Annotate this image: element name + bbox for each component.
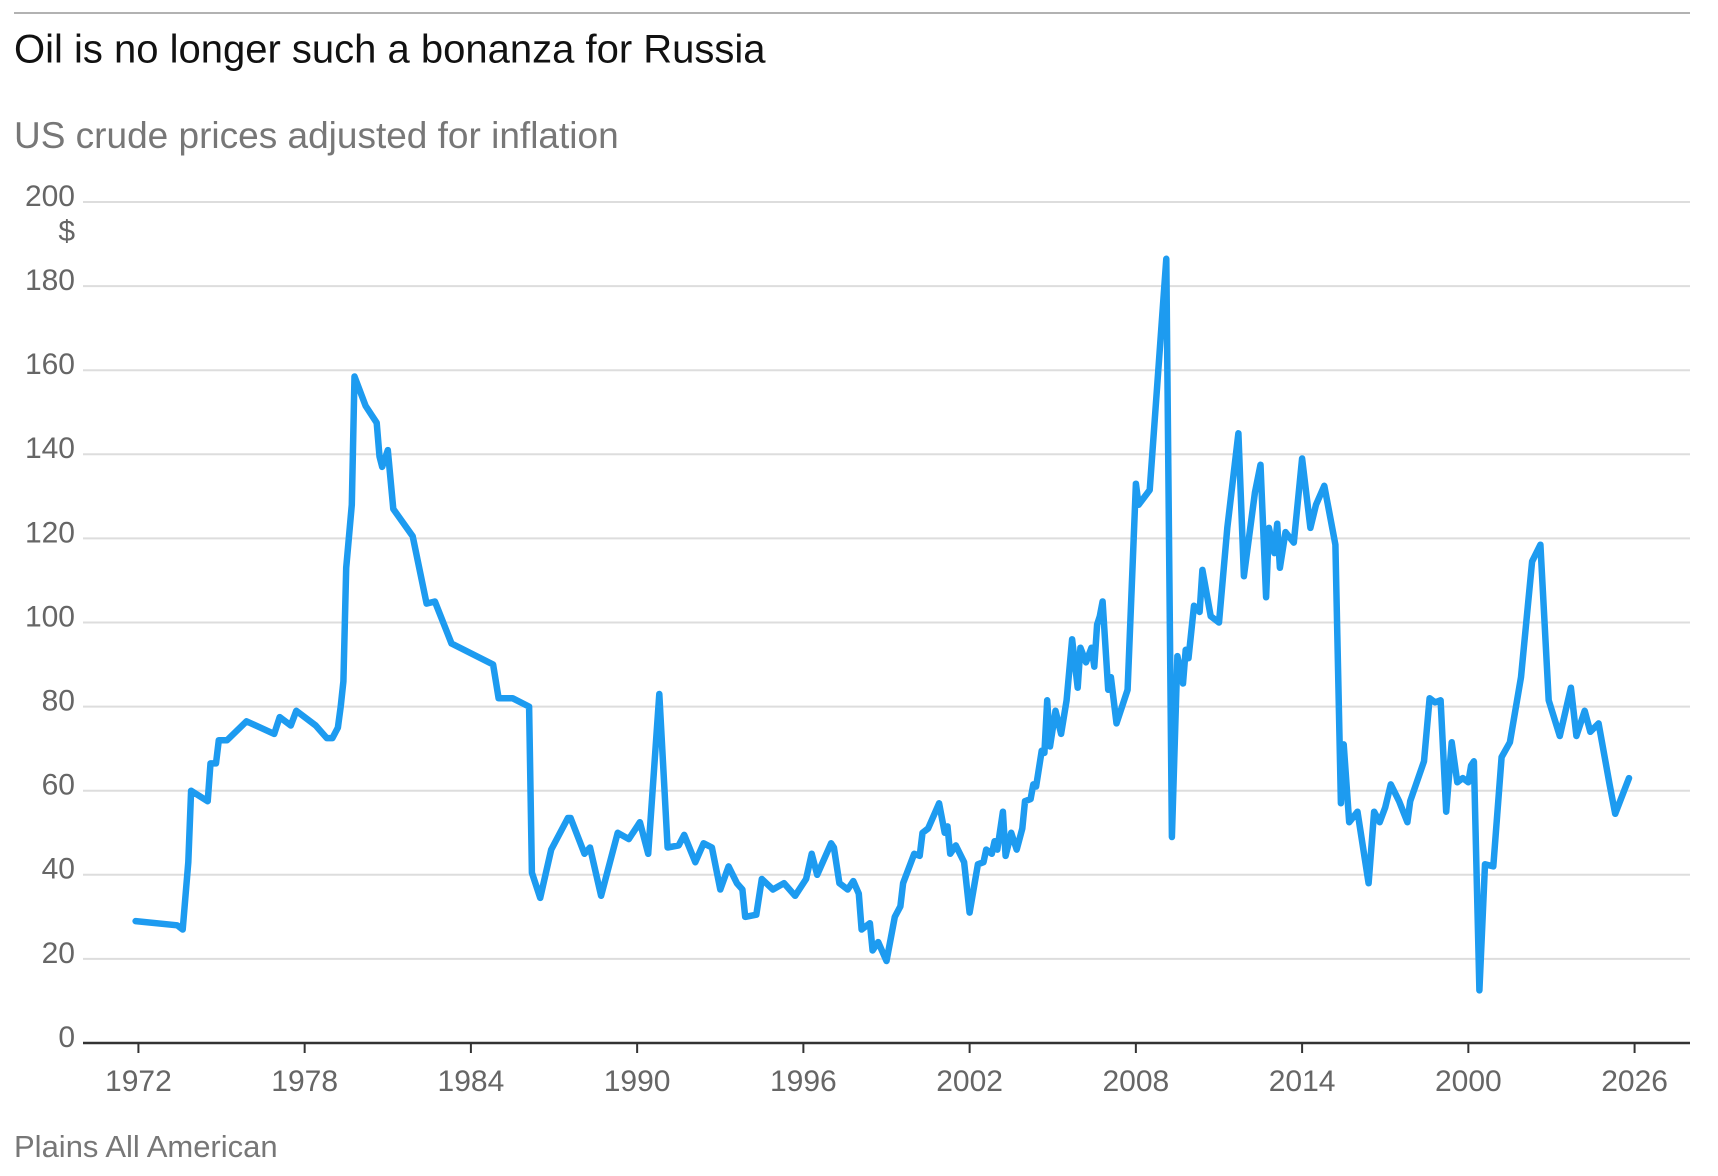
y-tick-label: 40: [42, 853, 75, 886]
y-unit: $: [58, 215, 75, 248]
price-line: [132, 255, 1633, 994]
x-tick-label: 2026: [1601, 1065, 1668, 1098]
chart-subtitle: US crude prices adjusted for inflation: [14, 115, 619, 156]
x-tick-label: 1972: [105, 1065, 172, 1098]
x-tick-label: 1978: [271, 1065, 338, 1098]
x-tick-label: 2000: [1435, 1065, 1502, 1098]
y-tick-label: 140: [25, 432, 75, 465]
y-tick-label: 60: [42, 769, 75, 802]
y-tick-label: 120: [25, 516, 75, 549]
x-tick-label: 2008: [1102, 1065, 1169, 1098]
y-tick-label: 200: [25, 180, 75, 213]
y-tick-label: 80: [42, 685, 75, 718]
x-tick-label: 1996: [770, 1065, 837, 1098]
y-tick-label: 180: [25, 264, 75, 297]
x-tick-label: 2002: [936, 1065, 1003, 1098]
source: Plains All American: [14, 1129, 278, 1164]
y-tick-label: 160: [25, 348, 75, 381]
x-tick-label: 2014: [1269, 1065, 1336, 1098]
chart-title: Oil is no longer such a bonanza for Russ…: [14, 28, 766, 72]
x-tick-label: 1984: [438, 1065, 505, 1098]
y-tick-label: 20: [42, 937, 75, 970]
y-tick-label: 0: [58, 1021, 75, 1054]
y-tick-label: 100: [25, 600, 75, 633]
x-tick-label: 1990: [604, 1065, 671, 1098]
